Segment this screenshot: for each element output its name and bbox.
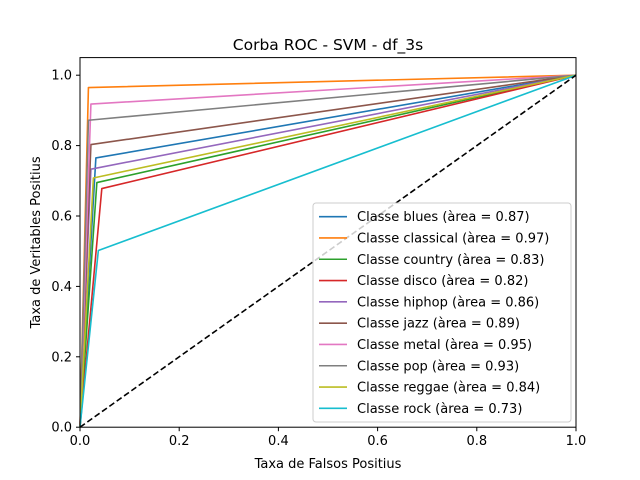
x-tick-label: 0.8 xyxy=(466,434,487,449)
x-tick-label: 0.0 xyxy=(70,434,91,449)
legend-label: Classe rock (àrea = 0.73) xyxy=(357,402,522,417)
roc-curve-2 xyxy=(79,74,577,428)
legend-label: Classe metal (àrea = 0.95) xyxy=(357,338,532,353)
legend-label: Classe pop (àrea = 0.93) xyxy=(357,359,519,374)
y-tick-label: 0.2 xyxy=(51,350,72,365)
chance-diagonal xyxy=(79,74,577,428)
y-axis-label: Taxa de Veritables Positius xyxy=(29,156,44,329)
legend-label: Classe jazz (àrea = 0.89) xyxy=(357,317,520,332)
roc-curve-3 xyxy=(79,74,577,428)
chart-title: Corba ROC - SVM - df_3s xyxy=(233,36,423,55)
y-tick-label: 0.8 xyxy=(51,139,72,154)
plot-frame xyxy=(79,57,577,428)
x-tick-label: 0.4 xyxy=(268,434,289,449)
roc-curves xyxy=(79,74,577,428)
x-axis-label: Taxa de Falsos Positius xyxy=(254,457,402,472)
legend-label: Classe reggae (àrea = 0.84) xyxy=(357,381,540,396)
roc-curve-9 xyxy=(79,74,577,428)
x-tick-label: 0.2 xyxy=(169,434,190,449)
y-tick-label: 0.0 xyxy=(51,421,72,436)
legend-label: Classe disco (àrea = 0.82) xyxy=(357,274,528,289)
legend-box xyxy=(312,202,572,423)
x-tick-label: 1.0 xyxy=(566,434,587,449)
roc-curve-8 xyxy=(79,74,577,428)
x-axis-ticks: 0.0 0.2 0.4 0.6 0.8 1.0 xyxy=(70,427,587,449)
legend-label: Classe blues (àrea = 0.87) xyxy=(357,210,530,225)
legend-label: Classe country (àrea = 0.83) xyxy=(357,253,544,268)
y-tick-label: 0.4 xyxy=(51,280,72,295)
legend: Classe blues (àrea = 0.87) Classe classic… xyxy=(312,202,572,423)
y-tick-label: 0.6 xyxy=(51,210,72,225)
y-axis-ticks: 0.0 0.2 0.4 0.6 0.8 1.0 xyxy=(51,69,80,436)
legend-label: Classe classical (àrea = 0.97) xyxy=(357,231,549,246)
y-tick-label: 1.0 xyxy=(51,69,72,84)
roc-curve-7 xyxy=(79,74,577,428)
x-tick-label: 0.6 xyxy=(367,434,388,449)
legend-label: Classe hiphop (àrea = 0.86) xyxy=(357,295,539,310)
